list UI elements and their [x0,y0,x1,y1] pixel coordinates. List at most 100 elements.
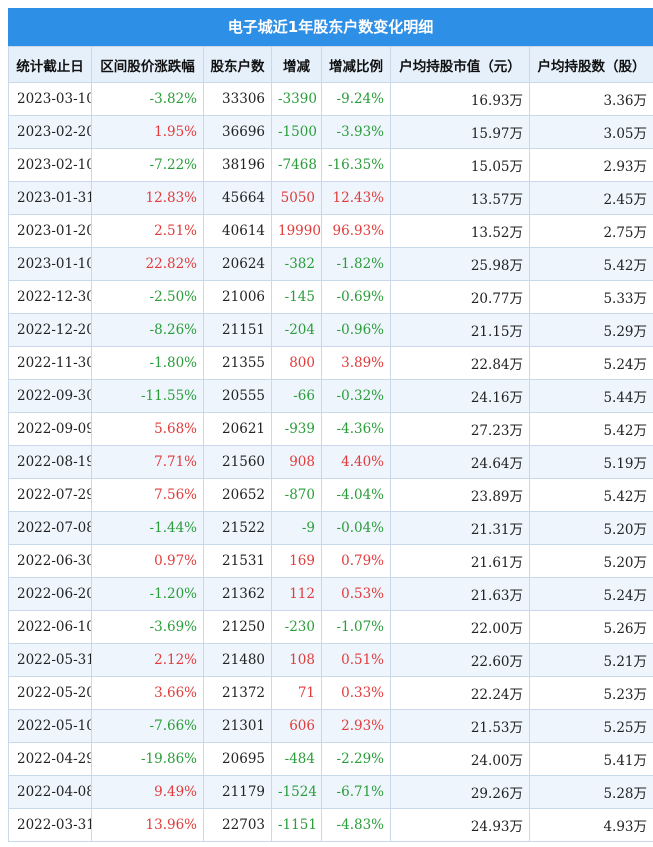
cell-holders: 21151 [203,313,272,347]
cell-avg-value: 25.98万 [390,247,530,281]
cell-holders: 45664 [203,181,272,215]
col-header-holders: 股东户数 [203,46,272,83]
cell-avg-value: 24.64万 [390,445,530,479]
table-row: 2023-01-20 2.51% 40614 19990 96.93% 13.52万 2.7… [8,214,653,248]
cell-diff: -66 [271,379,322,413]
cell-date: 2022-04-29 [8,742,92,776]
cell-ratio: 96.93% [321,214,391,248]
cell-diff: -3390 [271,82,322,116]
table-row: 2022-07-29 7.56% 20652 -870 -4.04% 23.89万 5.42… [8,478,653,512]
cell-ratio: -9.24% [321,82,391,116]
cell-holders: 20695 [203,742,272,776]
cell-date: 2023-01-10 [8,247,92,281]
cell-avg-shares: 5.42万 [529,478,653,512]
cell-date: 2022-07-08 [8,511,92,545]
cell-diff: -1500 [271,115,322,149]
cell-avg-shares: 4.93万 [529,808,653,842]
table-row: 2022-04-08 9.49% 21179 -1524 -6.71% 29.26万 5.2… [8,775,653,809]
cell-date: 2022-05-31 [8,643,92,677]
cell-ratio: 0.53% [321,577,391,611]
cell-holders: 21560 [203,445,272,479]
cell-avg-shares: 5.42万 [529,247,653,281]
cell-price-change: 0.97% [91,544,204,578]
cell-diff: -939 [271,412,322,446]
cell-holders: 20555 [203,379,272,413]
cell-price-change: 22.82% [91,247,204,281]
table-body: 2023-03-10 -3.82% 33306 -3390 -9.24% 16.93万 3.… [8,82,653,842]
cell-ratio: 4.40% [321,445,391,479]
table-title: 电子城近1年股东户数变化明细 [8,8,653,46]
cell-date: 2022-09-09 [8,412,92,446]
table-row: 2022-06-30 0.97% 21531 169 0.79% 21.61万 5.20万 [8,544,653,578]
cell-ratio: 2.93% [321,709,391,743]
cell-ratio: -1.07% [321,610,391,644]
cell-date: 2022-04-08 [8,775,92,809]
col-header-avg-shares: 户均持股数（股） [529,46,653,83]
cell-price-change: -1.44% [91,511,204,545]
table-header-row: 统计截止日 区间股价涨跌幅 股东户数 增减 增减比例 户均持股市值（元） 户均持… [8,46,653,83]
cell-ratio: -4.04% [321,478,391,512]
cell-date: 2023-03-10 [8,82,92,116]
cell-diff: 71 [271,676,322,710]
cell-avg-shares: 5.24万 [529,577,653,611]
cell-avg-value: 21.61万 [390,544,530,578]
table-row: 2023-01-10 22.82% 20624 -382 -1.82% 25.98万 5.4… [8,247,653,281]
table-row: 2022-06-10 -3.69% 21250 -230 -1.07% 22.00万 5.2… [8,610,653,644]
cell-avg-value: 24.00万 [390,742,530,776]
cell-diff: -484 [271,742,322,776]
cell-holders: 20652 [203,478,272,512]
cell-holders: 21355 [203,346,272,380]
cell-diff: -204 [271,313,322,347]
cell-ratio: -4.83% [321,808,391,842]
cell-avg-shares: 5.20万 [529,511,653,545]
cell-avg-shares: 5.26万 [529,610,653,644]
cell-date: 2022-05-20 [8,676,92,710]
cell-holders: 38196 [203,148,272,182]
cell-ratio: -3.93% [321,115,391,149]
cell-holders: 21006 [203,280,272,314]
cell-price-change: 12.83% [91,181,204,215]
cell-date: 2022-06-20 [8,577,92,611]
cell-avg-shares: 5.41万 [529,742,653,776]
cell-ratio: -0.32% [321,379,391,413]
table-row: 2023-03-10 -3.82% 33306 -3390 -9.24% 16.93万 3.… [8,82,653,116]
cell-holders: 21372 [203,676,272,710]
cell-avg-shares: 2.45万 [529,181,653,215]
cell-holders: 21250 [203,610,272,644]
cell-price-change: -1.20% [91,577,204,611]
cell-avg-shares: 5.24万 [529,346,653,380]
table-row: 2022-05-20 3.66% 21372 71 0.33% 22.24万 5.23万 [8,676,653,710]
cell-price-change: 13.96% [91,808,204,842]
cell-holders: 21480 [203,643,272,677]
cell-price-change: 2.51% [91,214,204,248]
cell-ratio: 12.43% [321,181,391,215]
table-row: 2023-02-20 1.95% 36696 -1500 -3.93% 15.97万 3.0… [8,115,653,149]
cell-price-change: 5.68% [91,412,204,446]
cell-diff: -9 [271,511,322,545]
cell-avg-value: 21.53万 [390,709,530,743]
cell-date: 2022-05-10 [8,709,92,743]
cell-holders: 20624 [203,247,272,281]
cell-avg-value: 29.26万 [390,775,530,809]
cell-avg-value: 24.16万 [390,379,530,413]
col-header-avg-value: 户均持股市值（元） [390,46,530,83]
col-header-price-change: 区间股价涨跌幅 [91,46,204,83]
cell-avg-shares: 5.20万 [529,544,653,578]
cell-date: 2022-09-30 [8,379,92,413]
cell-diff: 108 [271,643,322,677]
cell-avg-value: 13.57万 [390,181,530,215]
cell-diff: 5050 [271,181,322,215]
cell-avg-value: 22.60万 [390,643,530,677]
holders-table-panel: 电子城近1年股东户数变化明细 统计截止日 区间股价涨跌幅 股东户数 增减 增减比… [8,8,653,842]
cell-avg-shares: 5.25万 [529,709,653,743]
cell-holders: 21522 [203,511,272,545]
cell-avg-shares: 2.93万 [529,148,653,182]
cell-avg-value: 24.93万 [390,808,530,842]
cell-avg-value: 21.15万 [390,313,530,347]
col-header-diff: 增减 [271,46,322,83]
cell-diff: -870 [271,478,322,512]
cell-price-change: -7.22% [91,148,204,182]
table-row: 2022-05-10 -7.66% 21301 606 2.93% 21.53万 5.25万 [8,709,653,743]
cell-avg-value: 15.05万 [390,148,530,182]
cell-price-change: -1.80% [91,346,204,380]
